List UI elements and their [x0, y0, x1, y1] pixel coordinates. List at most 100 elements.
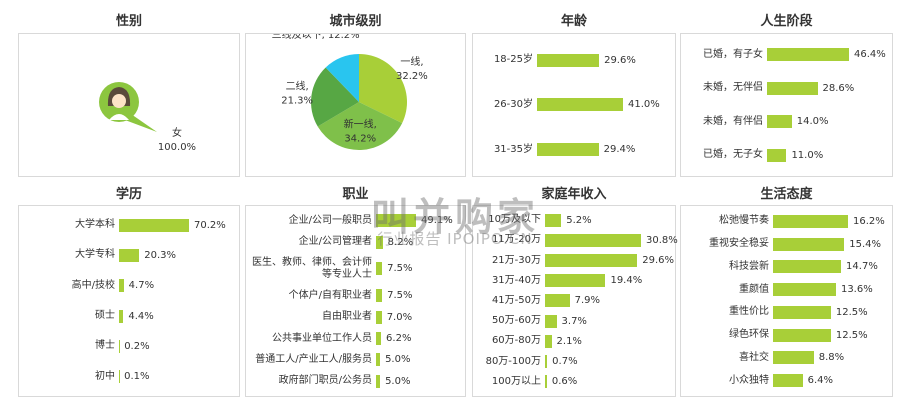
- bar-row: 已婚，无子女 11.0%: [681, 148, 892, 162]
- bar-row: 重性价比 12.5%: [681, 305, 892, 319]
- category-label: 女: [172, 126, 182, 139]
- bar-list: 18-25岁 29.6% 26-30岁 41.0% 31-35岁 29.4%: [473, 38, 675, 172]
- panel: 大学本科 70.2% 大学专科 20.3% 高中/技校 4.7% 硕士 4.4% 博士 0.2% 初…: [18, 205, 240, 397]
- bar-row: 医生、教师、律师、会计师等专业人士 7.5%: [246, 257, 465, 281]
- value-label: 5.0%: [385, 375, 411, 387]
- bar: [767, 48, 849, 62]
- bar-row: 60万-80万 2.1%: [473, 334, 675, 348]
- bar: [119, 309, 124, 323]
- value-label: 41.0%: [628, 99, 660, 111]
- bar-row: 科技尝新 14.7%: [681, 260, 892, 274]
- category-label: 公共事业单位工作人员: [272, 332, 372, 344]
- category-label: 80万-100万: [485, 355, 541, 367]
- panel-title: 职业: [342, 187, 369, 202]
- value-label: 2.1%: [556, 335, 582, 347]
- value-label: 28.6%: [822, 82, 855, 94]
- category-label: 绿色环保: [729, 329, 769, 341]
- category-label: 喜社交: [739, 351, 769, 363]
- category-label: 未婚，无伴侣: [703, 82, 763, 94]
- value-label: 7.0%: [386, 311, 413, 323]
- category-label: 企业/公司管理者: [298, 236, 372, 248]
- panel-title: 城市级别: [329, 14, 382, 29]
- category-label: 100万以上: [491, 375, 541, 387]
- panel-title: 家庭年收入: [541, 187, 607, 202]
- value-label: 46.4%: [854, 49, 886, 61]
- bar-row: 硕士 4.4%: [19, 309, 239, 323]
- bar: [545, 355, 548, 369]
- category-label: 已婚，有子女: [703, 48, 763, 60]
- category-label: 重性价比: [729, 306, 769, 318]
- category-label: 26-30岁: [493, 98, 533, 110]
- bar-list: 大学本科 70.2% 大学专科 20.3% 高中/技校 4.7% 硕士 4.4% 博士 0.2% 初…: [19, 210, 239, 392]
- bar-row: 喜社交 8.8%: [681, 351, 892, 365]
- bar: [376, 332, 382, 346]
- value-label: 100.0%: [158, 142, 196, 153]
- slice-label: 三线及以下, 12.2%: [272, 34, 360, 41]
- category-label: 新一线,: [344, 118, 377, 131]
- bar-row: 企业/公司一般职员 49.1%: [246, 214, 465, 228]
- bar: [767, 115, 792, 129]
- panel: 松弛慢节奏 16.2% 重视安全稳妥 15.4% 科技尝新 14.7% 重颜值 13.6% 重性…: [680, 205, 893, 397]
- category-label: 未婚，有伴侣: [703, 115, 763, 127]
- value-label: 12.5%: [835, 306, 868, 318]
- bar-row: 21万-30万 29.6%: [473, 254, 675, 268]
- category-label: 重颜值: [739, 283, 769, 295]
- category-label: 重视安全稳妥: [709, 238, 769, 250]
- bar-row: 100万以上 0.6%: [473, 375, 675, 389]
- value-label: 0.2%: [124, 340, 150, 352]
- value-label: 5.2%: [566, 214, 592, 226]
- category-label: 政府部门职员/公务员: [278, 375, 372, 387]
- bar: [545, 233, 641, 247]
- bar: [376, 353, 381, 367]
- bar-row: 个体户/自有职业者 7.5%: [246, 289, 465, 303]
- bar-row: 高中/技校 4.7%: [19, 279, 239, 293]
- value-label: 4.4%: [128, 310, 154, 322]
- bubble-tail: [125, 114, 157, 132]
- bar: [545, 274, 606, 288]
- pie-slice: [311, 67, 359, 127]
- bar-row: 博士 0.2%: [19, 339, 239, 353]
- bar: [773, 283, 836, 297]
- gender-icon: 女 100.0%: [99, 82, 196, 153]
- panel: 已婚，有子女 46.4% 未婚，无伴侣 28.6% 未婚，有伴侣 14.0% 已婚，无子女 1…: [680, 33, 893, 177]
- bar-row: 政府部门职员/公务员 5.0%: [246, 374, 465, 388]
- bar-row: 31-35岁 29.4%: [473, 143, 675, 157]
- value-label: 7.5%: [387, 263, 413, 275]
- bar: [773, 328, 831, 342]
- category-label: 一线,: [400, 55, 423, 68]
- bar: [545, 334, 552, 348]
- bar-list: 已婚，有子女 46.4% 未婚，无伴侣 28.6% 未婚，有伴侣 14.0% 已婚，无子女 1…: [681, 38, 892, 172]
- panel: 一线, 32.2% 新一线, 34.2% 二线, 21.3% 三线及以下, 12.2%: [245, 28, 466, 177]
- category-label: 11万-20万: [491, 234, 541, 246]
- bar: [119, 279, 124, 293]
- bar: [773, 351, 814, 365]
- category-label: 21万-30万: [491, 254, 541, 266]
- value-label: 5.0%: [385, 354, 411, 366]
- value-label: 0.1%: [124, 371, 150, 383]
- value-label: 7.5%: [387, 290, 413, 302]
- bar: [773, 260, 842, 274]
- bar-list: 松弛慢节奏 16.2% 重视安全稳妥 15.4% 科技尝新 14.7% 重颜值 13.6% 重性…: [681, 210, 892, 392]
- value-label: 49.1%: [421, 215, 453, 227]
- category-label: 松弛慢节奏: [719, 215, 769, 227]
- bar: [376, 310, 382, 324]
- pie-slice: [359, 54, 407, 124]
- bar-row: 大学专科 20.3%: [19, 248, 239, 262]
- bar: [119, 218, 189, 232]
- body: [109, 114, 129, 120]
- pie-slice: [325, 54, 359, 102]
- bar-list: 企业/公司一般职员 49.1% 企业/公司管理者 8.2% 医生、教师、律师、会计师等专…: [246, 210, 465, 392]
- value-label: 70.2%: [194, 219, 226, 231]
- category-label: 31万-40万: [491, 274, 541, 286]
- value-label: 16.2%: [853, 215, 885, 227]
- category-label: 普通工人/产业工人/服务员: [255, 353, 372, 365]
- value-label: 7.9%: [574, 295, 601, 307]
- value-label: 6.2%: [386, 333, 412, 345]
- category-label: 科技尝新: [729, 260, 769, 272]
- category-label: 41万-50万: [491, 294, 541, 306]
- panel: 企业/公司一般职员 49.1% 企业/公司管理者 8.2% 医生、教师、律师、会计师等专…: [245, 205, 466, 397]
- face: [112, 94, 126, 108]
- value-label: 29.6%: [604, 54, 636, 66]
- category-label: 31-35岁: [493, 143, 533, 155]
